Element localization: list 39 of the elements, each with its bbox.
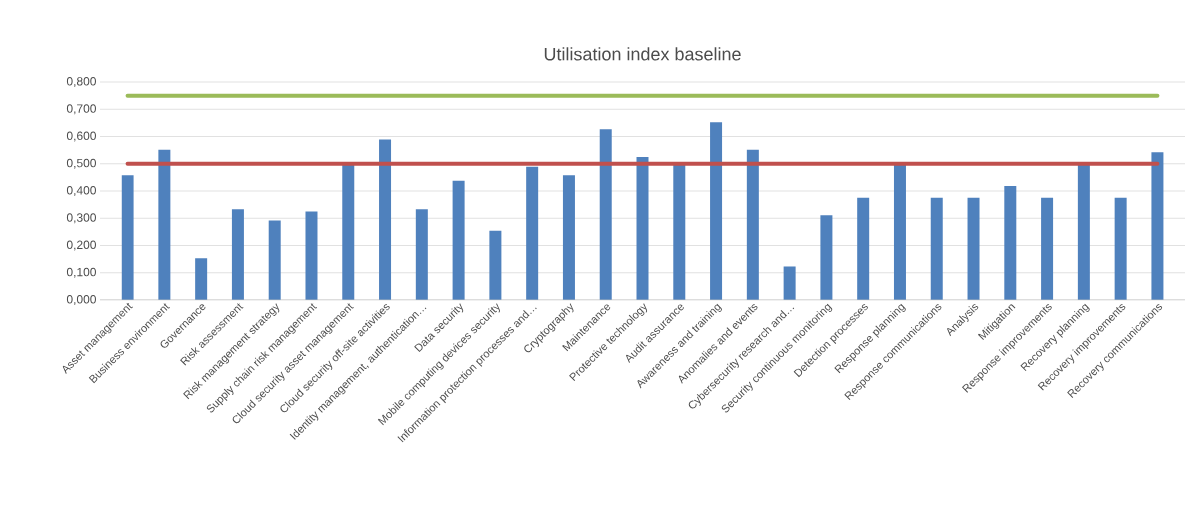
bar	[673, 163, 686, 300]
bar	[820, 215, 833, 300]
bar	[195, 258, 208, 300]
bar	[930, 197, 943, 300]
y-tick-label: 0,700	[66, 104, 96, 115]
bar	[1114, 197, 1127, 300]
bar	[893, 163, 906, 300]
y-tick-label: 0,000	[66, 295, 96, 305]
bar	[121, 175, 134, 300]
bar	[1004, 186, 1017, 300]
bar	[1077, 163, 1090, 300]
bar	[268, 220, 281, 300]
bar	[305, 211, 318, 300]
y-tick-label: 0,500	[66, 158, 96, 169]
bar	[526, 166, 539, 300]
bar	[1041, 197, 1054, 300]
bar	[231, 209, 244, 300]
bar	[857, 197, 870, 300]
bar	[783, 266, 796, 300]
y-tick-label: 0,400	[66, 186, 96, 196]
y-tick-label: 0,800	[66, 77, 96, 87]
bar	[342, 163, 355, 300]
bar	[489, 230, 502, 300]
y-tick-label: 0,600	[66, 131, 96, 142]
bar	[710, 122, 723, 300]
bar	[415, 209, 428, 300]
bar	[967, 197, 980, 300]
y-tick-label: 0,200	[66, 240, 96, 251]
bar	[562, 175, 575, 300]
bar	[636, 156, 649, 300]
bar	[158, 149, 171, 300]
y-tick-label: 0,100	[66, 267, 96, 278]
bar	[746, 149, 759, 300]
y-tick-label: 0,300	[66, 213, 96, 224]
chart-title: Utilisation index baseline	[544, 47, 741, 61]
bar	[599, 129, 612, 300]
bar	[379, 139, 392, 300]
bar	[1151, 152, 1164, 300]
bar	[452, 180, 465, 300]
